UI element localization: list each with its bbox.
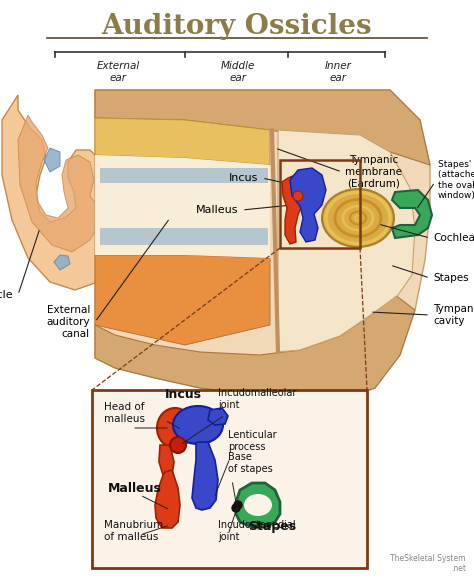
Polygon shape — [282, 175, 305, 244]
Text: Lenticular
process: Lenticular process — [228, 431, 277, 452]
Polygon shape — [95, 155, 270, 258]
Ellipse shape — [322, 189, 394, 247]
Polygon shape — [44, 148, 60, 172]
Bar — [280, 160, 360, 248]
Polygon shape — [95, 90, 430, 400]
Polygon shape — [100, 228, 268, 245]
Text: Malleus: Malleus — [195, 205, 238, 215]
Text: Stapes: Stapes — [248, 520, 296, 533]
Text: External
ear: External ear — [96, 61, 140, 83]
Text: Incudomalleolar
joint: Incudomalleolar joint — [218, 389, 296, 410]
Text: Base
of stapes: Base of stapes — [228, 453, 273, 474]
Polygon shape — [236, 483, 280, 527]
Polygon shape — [159, 445, 174, 475]
Text: Tympanic
membrane
(Eardrum): Tympanic membrane (Eardrum) — [345, 155, 402, 189]
FancyBboxPatch shape — [92, 390, 367, 568]
Polygon shape — [95, 90, 430, 165]
Ellipse shape — [244, 494, 272, 516]
Text: Tympanic
cavity: Tympanic cavity — [433, 304, 474, 326]
Circle shape — [232, 504, 240, 512]
Polygon shape — [95, 118, 270, 165]
Text: Incus: Incus — [165, 388, 202, 401]
Text: Manubrium
of malleus: Manubrium of malleus — [104, 521, 163, 542]
Polygon shape — [290, 168, 326, 242]
Text: Incus: Incus — [228, 173, 258, 183]
Text: External
auditory
canal: External auditory canal — [46, 306, 90, 339]
Polygon shape — [155, 470, 180, 528]
Text: Auditory Ossicles: Auditory Ossicles — [102, 13, 372, 40]
Circle shape — [170, 437, 186, 453]
Text: Inner
ear: Inner ear — [325, 61, 351, 83]
Circle shape — [293, 191, 303, 201]
Polygon shape — [2, 95, 112, 290]
Polygon shape — [278, 130, 415, 352]
Text: Cochlea: Cochlea — [433, 233, 474, 243]
Polygon shape — [18, 115, 100, 252]
Text: Middle
ear: Middle ear — [221, 61, 255, 83]
Polygon shape — [392, 190, 432, 238]
Polygon shape — [208, 408, 228, 425]
Polygon shape — [100, 168, 268, 183]
Circle shape — [234, 501, 242, 509]
Polygon shape — [95, 255, 270, 345]
Text: Incudostapedial
joint: Incudostapedial joint — [218, 521, 296, 542]
Text: Auricle: Auricle — [0, 290, 14, 300]
Text: Stapes: Stapes — [433, 273, 469, 283]
Polygon shape — [95, 295, 415, 400]
Text: Malleus: Malleus — [108, 482, 162, 495]
Polygon shape — [192, 442, 218, 510]
Text: Stapes' base
(attached to
the oval
window): Stapes' base (attached to the oval windo… — [438, 160, 474, 200]
Ellipse shape — [173, 406, 223, 444]
Text: Head of
malleus: Head of malleus — [104, 403, 145, 424]
Ellipse shape — [157, 408, 193, 448]
Text: TheSkeletal System
.net: TheSkeletal System .net — [391, 554, 466, 573]
Polygon shape — [54, 255, 70, 270]
